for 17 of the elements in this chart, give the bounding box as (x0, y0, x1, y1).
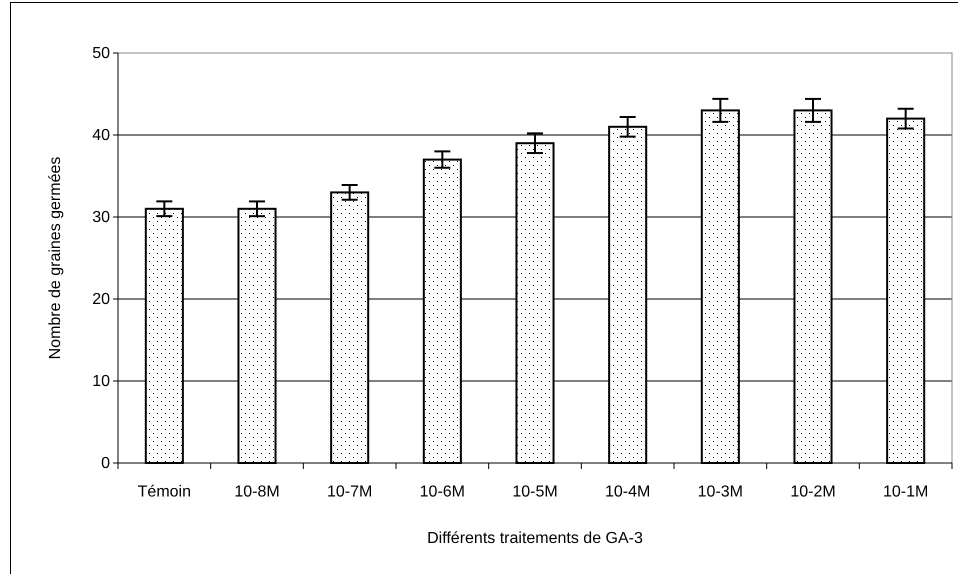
y-tick-label: 20 (92, 291, 110, 308)
x-tick-label: 10-2M (790, 483, 836, 500)
x-axis-title: Différents traitements de GA-3 (427, 530, 643, 547)
y-tick-label: 40 (92, 127, 110, 144)
y-tick-label: 0 (101, 455, 110, 472)
y-tick-label: 50 (92, 45, 110, 62)
x-tick-label: 10-4M (604, 483, 650, 500)
y-tick-label: 30 (92, 209, 110, 226)
y-axis-title: Nombre de graines germées (47, 156, 64, 360)
x-tick-label: 10-8M (234, 483, 280, 500)
x-tick-label: 10-3M (698, 483, 744, 500)
x-tick-label: 10-7M (326, 483, 372, 500)
x-tick-label: 10-5M (512, 483, 558, 500)
x-tick-label: Témoin (138, 483, 192, 500)
x-tick-label: 10-6M (420, 483, 466, 500)
x-tick-label: 10-1M (882, 483, 928, 500)
y-tick-label: 10 (92, 373, 110, 390)
